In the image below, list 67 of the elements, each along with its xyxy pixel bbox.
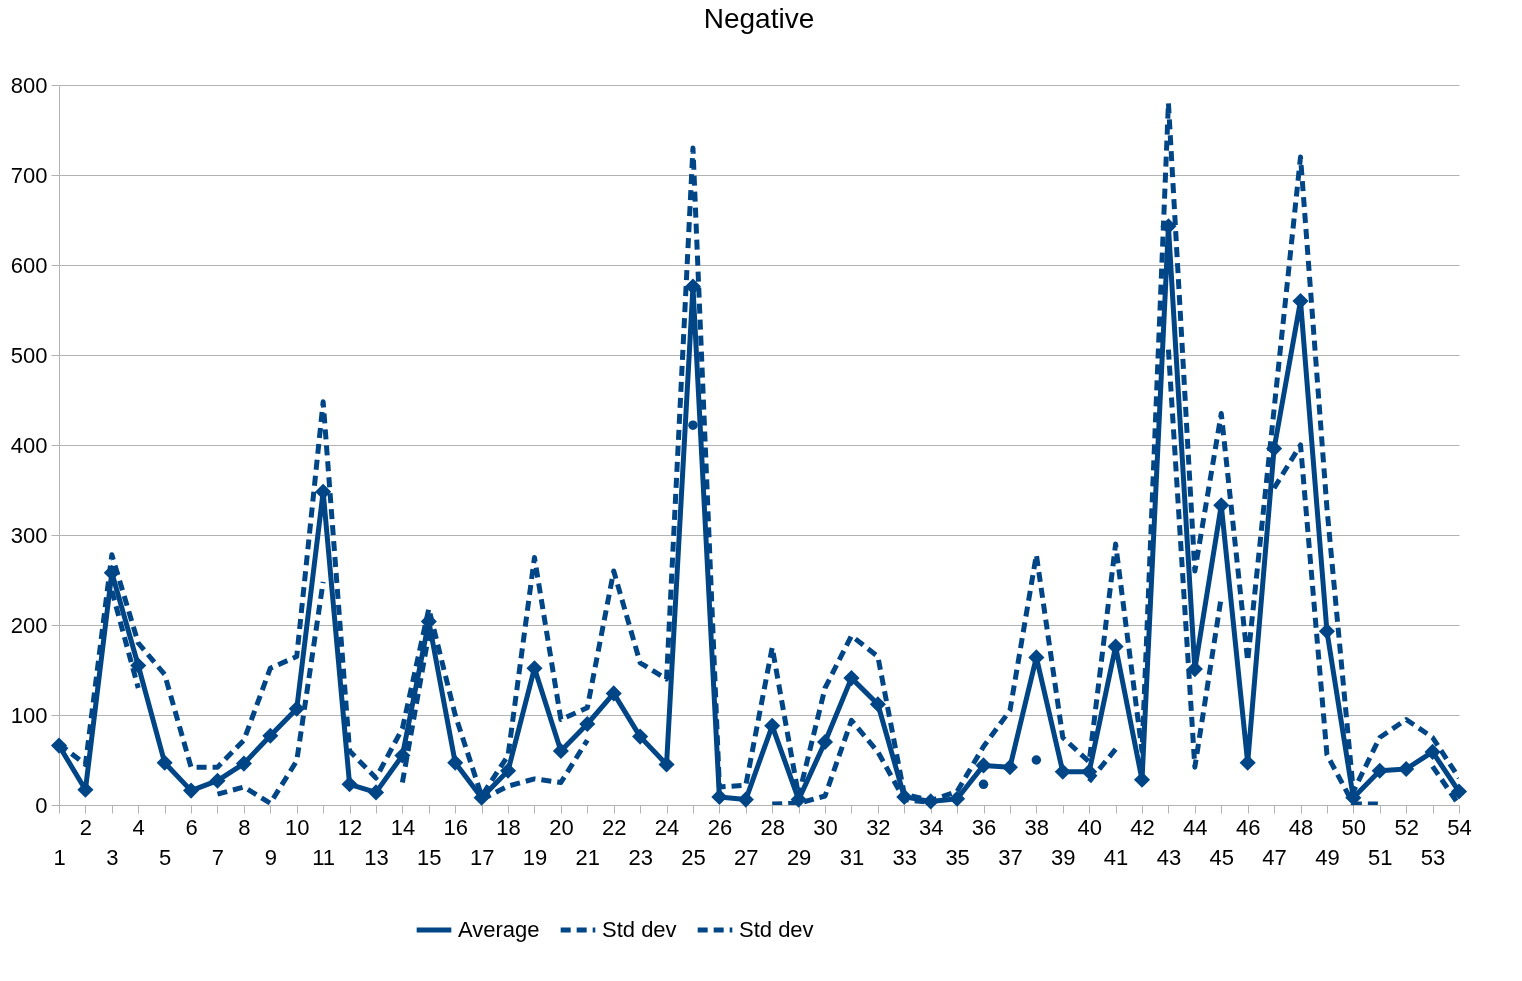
x-tick-label: 1 <box>53 844 66 870</box>
x-tick-label: 49 <box>1315 844 1340 870</box>
x-tick-label: 36 <box>971 814 997 840</box>
x-tick-label: 26 <box>707 814 733 840</box>
x-tick-label: 29 <box>786 844 812 870</box>
x-tick-label: 38 <box>1024 814 1050 840</box>
legend-label: Std dev <box>602 917 677 942</box>
y-tick-label: 300 <box>10 522 48 548</box>
y-tick-label: 0 <box>35 792 48 818</box>
legend-label: Std dev <box>739 917 814 942</box>
x-tick-label: 41 <box>1103 844 1129 870</box>
x-tick-label: 3 <box>106 844 119 870</box>
x-tick-label: 7 <box>211 844 225 870</box>
x-tick-label: 48 <box>1288 814 1314 840</box>
x-tick-label: 31 <box>839 844 865 870</box>
x-tick-label: 44 <box>1183 814 1208 840</box>
x-tick-label: 51 <box>1368 844 1393 870</box>
legend-label: Average <box>458 917 540 942</box>
x-tick-label: 21 <box>575 844 601 870</box>
x-tick-label: 52 <box>1394 814 1419 840</box>
x-tick-label: 18 <box>496 814 521 840</box>
chart-title: Negative <box>703 3 815 34</box>
y-tick-label: 200 <box>10 612 48 638</box>
x-tick-label: 23 <box>628 844 653 870</box>
x-tick-label: 10 <box>284 814 310 840</box>
x-tick-label: 14 <box>390 814 416 840</box>
x-tick-label: 34 <box>918 814 944 840</box>
x-tick-label: 45 <box>1209 844 1235 870</box>
x-tick-label: 13 <box>364 844 389 870</box>
y-tick-label: 700 <box>10 162 48 188</box>
x-tick-label: 42 <box>1130 814 1155 840</box>
x-tick-label: 50 <box>1341 814 1367 840</box>
x-tick-label: 40 <box>1077 814 1102 840</box>
x-tick-label: 30 <box>813 814 838 840</box>
x-tick-label: 47 <box>1262 844 1287 870</box>
x-tick-label: 35 <box>945 844 970 870</box>
y-tick-label: 600 <box>10 252 48 278</box>
x-tick-label: 9 <box>264 844 277 870</box>
x-tick-label: 4 <box>132 814 145 840</box>
x-tick-label: 5 <box>159 844 172 870</box>
x-tick-label: 22 <box>601 814 627 840</box>
x-tick-label: 20 <box>549 814 574 840</box>
x-tick-label: 32 <box>866 814 891 840</box>
y-tick-label: 500 <box>10 342 48 368</box>
x-tick-label: 37 <box>998 844 1023 870</box>
x-tick-label: 53 <box>1420 844 1446 870</box>
x-tick-label: 8 <box>238 814 251 840</box>
x-tick-label: 17 <box>469 844 495 870</box>
x-tick-label: 16 <box>443 814 468 840</box>
x-tick-label: 15 <box>417 844 442 870</box>
x-tick-label: 46 <box>1235 814 1261 840</box>
x-tick-label: 24 <box>654 814 680 840</box>
x-tick-label: 2 <box>79 814 93 840</box>
x-tick-label: 28 <box>760 814 785 840</box>
y-tick-label: 400 <box>10 432 48 458</box>
x-tick-label: 11 <box>312 844 336 870</box>
x-tick-label: 12 <box>337 814 363 840</box>
y-tick-label: 800 <box>10 72 48 98</box>
x-tick-label: 39 <box>1051 844 1076 870</box>
y-tick-label: 100 <box>10 702 48 728</box>
x-tick-label: 25 <box>681 844 706 870</box>
x-tick-label: 19 <box>522 844 548 870</box>
x-tick-label: 43 <box>1156 844 1182 870</box>
x-tick-label: 27 <box>734 844 759 870</box>
x-tick-label: 6 <box>185 814 198 840</box>
x-tick-label: 54 <box>1447 814 1472 840</box>
x-tick-label: 33 <box>892 844 918 870</box>
